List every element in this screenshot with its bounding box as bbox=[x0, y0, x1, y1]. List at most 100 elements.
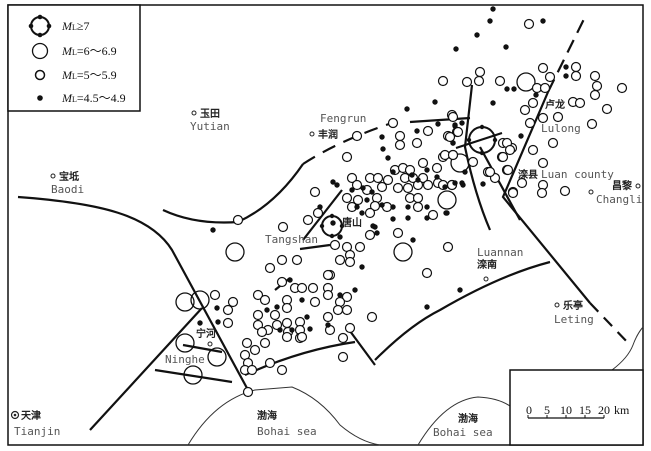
epicenter-ml5 bbox=[537, 157, 549, 169]
epicenter-ml45 bbox=[274, 304, 280, 310]
epicenter-ml5 bbox=[276, 254, 288, 266]
epicenter-ml5 bbox=[467, 156, 479, 168]
epicenter-ml45 bbox=[462, 169, 468, 175]
place-bohai-west-cn: 渤海 bbox=[257, 409, 277, 422]
epicenter-ml5 bbox=[484, 166, 496, 178]
fault-baodi bbox=[17, 195, 249, 391]
epicenter-ml5 bbox=[246, 364, 258, 376]
epicenter-ml5 bbox=[281, 302, 293, 314]
place-fengrun-en: Fengrun bbox=[320, 112, 366, 125]
epicenter-ml5 bbox=[312, 207, 324, 219]
epicenter-ml5 bbox=[309, 186, 321, 198]
epicenter-ml5 bbox=[296, 331, 308, 343]
epicenter-ml5 bbox=[591, 80, 603, 92]
epicenter-ml45 bbox=[511, 86, 517, 92]
place-tianjin-en: Tianjin bbox=[14, 425, 60, 438]
epicenter-ml45 bbox=[304, 314, 310, 320]
epicenter-ml5 bbox=[394, 130, 406, 142]
epicenter-ml5 bbox=[252, 289, 264, 301]
scale-box bbox=[509, 369, 644, 446]
epicenter-ml45 bbox=[287, 277, 293, 283]
epicenter-ml45 bbox=[563, 73, 569, 79]
epicenter-ml5 bbox=[241, 337, 253, 349]
epicenter-ml45 bbox=[352, 287, 358, 293]
legend-label-ml5: ML=5～5.9 bbox=[61, 68, 117, 82]
epicenter-ml5 bbox=[544, 71, 556, 83]
scale-unit: km bbox=[614, 403, 630, 417]
fault-fengrun bbox=[409, 116, 471, 124]
epicenter-ml6 bbox=[225, 242, 245, 262]
epicenter-ml45 bbox=[214, 305, 220, 311]
coastline-bohai-west bbox=[187, 386, 381, 446]
epicenter-ml5 bbox=[344, 256, 356, 268]
epicenter-ml45 bbox=[409, 172, 415, 178]
epicenter-ml6 bbox=[437, 190, 457, 210]
epicenter-ml45 bbox=[379, 134, 385, 140]
epicenter-ml5 bbox=[302, 214, 314, 226]
epicenter-ml5 bbox=[519, 104, 531, 116]
epicenter-ml5 bbox=[504, 144, 516, 156]
epicenter-ml7 bbox=[466, 124, 498, 156]
epicenter-ml5 bbox=[537, 112, 549, 124]
epicenter-ml5 bbox=[322, 289, 334, 301]
epicenter-ml5 bbox=[431, 162, 443, 174]
epicenter-ml45 bbox=[210, 227, 216, 233]
epicenter-ml5 bbox=[341, 291, 353, 303]
epicenter-ml5 bbox=[309, 296, 321, 308]
epicenter-ml5 bbox=[296, 282, 308, 294]
epicenter-ml5 bbox=[586, 118, 598, 130]
place-tangshan-cn: 唐山 bbox=[342, 216, 362, 229]
epicenter-ml5 bbox=[392, 227, 404, 239]
epicenter-ml5 bbox=[307, 282, 319, 294]
epicenter-ml45 bbox=[390, 216, 396, 222]
epicenter-ml45 bbox=[540, 18, 546, 24]
epicenter-ml45 bbox=[424, 167, 430, 173]
place-ninghe-en: Ninghe bbox=[165, 353, 205, 366]
epicenter-ml5 bbox=[354, 241, 366, 253]
epicenter-ml5 bbox=[269, 309, 281, 321]
epicenter-ml5 bbox=[422, 179, 434, 191]
epicenter-ml45 bbox=[289, 327, 295, 333]
epicenter-ml5 bbox=[256, 326, 268, 338]
epicenter-ml5 bbox=[252, 309, 264, 321]
epicenter-ml45 bbox=[360, 185, 366, 191]
epicenter-ml5 bbox=[227, 296, 239, 308]
epicenter-ml45 bbox=[450, 140, 456, 146]
epicenter-ml45 bbox=[405, 204, 411, 210]
place-ninghe-cn: 宁河 bbox=[196, 327, 216, 340]
epicenter-ml45 bbox=[404, 106, 410, 112]
epicenter-ml5 bbox=[507, 187, 519, 199]
epicenter-ml5 bbox=[494, 75, 506, 87]
epicenter-ml45 bbox=[354, 204, 360, 210]
epicenter-ml5 bbox=[376, 181, 388, 193]
epicenter-ml45 bbox=[277, 327, 283, 333]
epicenter-ml45 bbox=[299, 297, 305, 303]
epicenter-ml45 bbox=[457, 287, 463, 293]
epicenter-ml5 bbox=[346, 172, 358, 184]
epicenter-ml6 bbox=[175, 333, 195, 353]
epicenter-ml45 bbox=[424, 304, 430, 310]
epicenter-ml5 bbox=[547, 137, 559, 149]
epicenter-ml5 bbox=[442, 241, 454, 253]
epicenter-ml45 bbox=[307, 326, 313, 332]
epicenter-ml45 bbox=[487, 18, 493, 24]
fault-fengrun-dashed bbox=[302, 120, 396, 165]
epicenter-ml5 bbox=[536, 187, 548, 199]
fault-luanxian-west bbox=[463, 84, 492, 231]
epicenter-ml45 bbox=[374, 230, 380, 236]
fault-tangshan-1 bbox=[299, 243, 331, 251]
epicenter-ml5 bbox=[447, 149, 459, 161]
epicenter-ml5 bbox=[259, 337, 271, 349]
epicenter-ml45 bbox=[504, 86, 510, 92]
epicenter-ml5 bbox=[366, 311, 378, 323]
place-yutian-en: Yutian bbox=[190, 120, 230, 133]
epicenter-ml45 bbox=[330, 220, 336, 226]
place-baodi-cn: 宝坻 bbox=[59, 170, 79, 183]
city-marker-fengrun bbox=[309, 131, 315, 137]
place-luanxian-en: Luan county bbox=[541, 168, 614, 181]
scale-tick-15: 15 bbox=[579, 403, 591, 417]
epicenter-ml45 bbox=[197, 320, 203, 326]
fault-luanxian-east bbox=[479, 146, 521, 221]
epicenter-ml45 bbox=[364, 197, 370, 203]
